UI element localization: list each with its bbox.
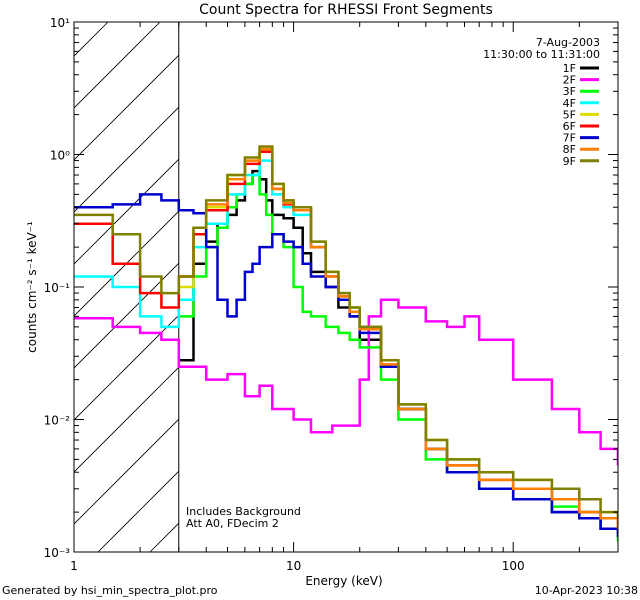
legend-label-1F: 1F [563,62,576,75]
hatch-line [74,314,179,421]
legend-time-range: 11:30:00 to 11:31:00 [483,48,600,61]
y-tick-label: 10⁻² [44,414,71,428]
x-tick-label: 1 [70,559,78,573]
series-line-4F [74,159,618,529]
hatch-line [74,210,179,317]
legend-label-7F: 7F [563,132,576,145]
series-line-5F [178,147,618,519]
legend-label-2F: 2F [563,74,576,87]
y-tick-labels: 10¹ 10⁰ 10⁻¹ 10⁻² 10⁻³ [44,16,71,560]
legend-label-3F: 3F [563,85,576,98]
legend-label-9F: 9F [563,155,576,168]
x-tick-label: 100 [502,559,525,573]
hatch-line [74,106,179,213]
legend-label-6F: 6F [563,120,576,133]
excluded-energy-hatch [0,22,180,552]
y-tick-label: 10¹ [50,16,70,30]
footer-timestamp: 10-Apr-2023 10:38 [534,584,638,597]
x-tick-label: 10 [286,559,301,573]
series-layer [74,145,618,542]
legend-label-4F: 4F [563,97,576,110]
legend-label-8F: 8F [563,143,576,156]
hatch-line [74,262,179,369]
y-tick-label: 10⁰ [50,149,70,163]
series-line-8F [178,147,618,529]
series-line-9F [74,145,618,519]
plot-frame [73,21,619,553]
y-tick-label: 10⁻³ [44,546,71,560]
series-line-2F [74,298,618,466]
chart-title: Count Spectra for RHESSI Front Segments [199,2,493,18]
y-tick-label: 10⁻¹ [44,281,71,295]
hatch-line [74,366,179,473]
hatch-line [74,54,179,161]
hatch-line [74,418,179,525]
axis-ticks [73,21,619,553]
annotation-attenuator: Att A0, FDecim 2 [186,517,279,530]
x-axis-label: Energy (keV) [305,574,382,588]
legend-date: 7-Aug-2003 [536,36,600,49]
series-line-6F [74,150,618,529]
hatch-line [97,470,179,552]
footer-generator: Generated by hsi_min_spectra_plot.pro [2,584,218,597]
legend-label-5F: 5F [563,108,576,121]
hatch-line [0,22,4,552]
series-line-7F [74,193,618,537]
annotation-background: Includes Background [186,505,301,518]
y-axis-label: counts cm⁻² s⁻¹ keV⁻¹ [25,221,39,353]
x-tick-labels: 1 10 100 [70,559,524,573]
